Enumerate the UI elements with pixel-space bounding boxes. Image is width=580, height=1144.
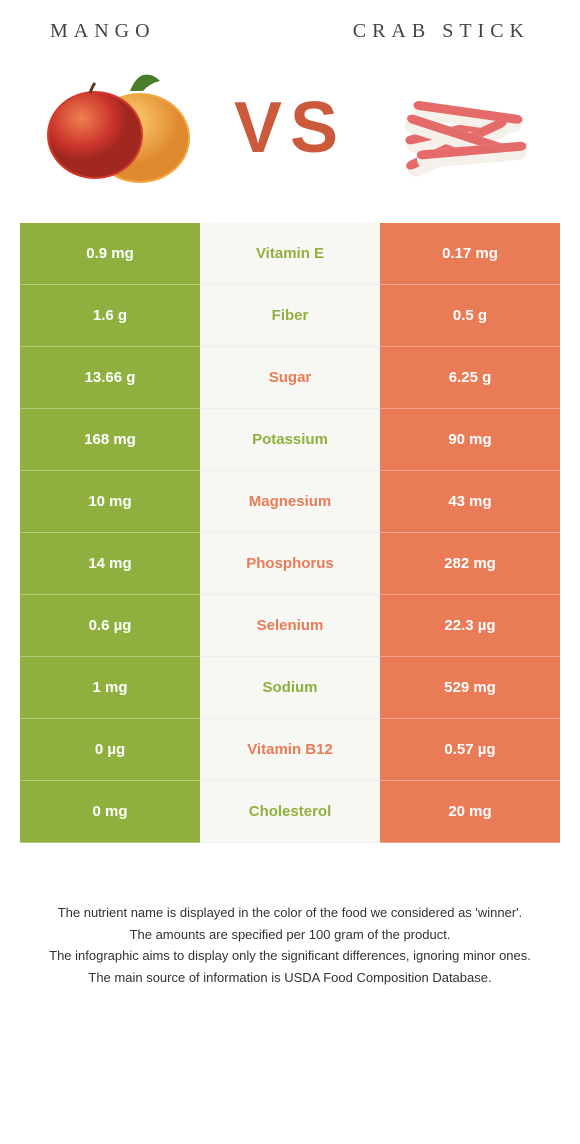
crab-stick-image: [370, 63, 550, 193]
table-row: 0.6 µgSelenium22.3 µg: [20, 595, 560, 657]
table-row: 1.6 gFiber0.5 g: [20, 285, 560, 347]
left-value: 0.6 µg: [20, 595, 200, 657]
left-value: 0 µg: [20, 719, 200, 781]
right-value: 0.17 mg: [380, 223, 560, 285]
left-value: 1.6 g: [20, 285, 200, 347]
left-value: 13.66 g: [20, 347, 200, 409]
table-row: 0 mgCholesterol20 mg: [20, 781, 560, 843]
table-row: 0.9 mgVitamin E0.17 mg: [20, 223, 560, 285]
footer-line: The amounts are specified per 100 gram o…: [40, 925, 540, 945]
table-row: 168 mgPotassium90 mg: [20, 409, 560, 471]
right-value: 529 mg: [380, 657, 560, 719]
footer-line: The main source of information is USDA F…: [40, 968, 540, 988]
nutrient-label: Potassium: [200, 409, 380, 471]
table-row: 13.66 gSugar6.25 g: [20, 347, 560, 409]
right-value: 20 mg: [380, 781, 560, 843]
left-value: 168 mg: [20, 409, 200, 471]
right-value: 0.57 µg: [380, 719, 560, 781]
table-row: 10 mgMagnesium43 mg: [20, 471, 560, 533]
table-row: 0 µgVitamin B120.57 µg: [20, 719, 560, 781]
footer-line: The nutrient name is displayed in the co…: [40, 903, 540, 923]
table-row: 1 mgSodium529 mg: [20, 657, 560, 719]
title-left: Mango: [50, 20, 156, 43]
title-right: Crab stick: [353, 20, 530, 43]
left-value: 10 mg: [20, 471, 200, 533]
left-value: 0 mg: [20, 781, 200, 843]
header: Mango Crab stick: [20, 20, 560, 63]
nutrient-label: Sugar: [200, 347, 380, 409]
footer-notes: The nutrient name is displayed in the co…: [20, 903, 560, 987]
vs-label: VS: [234, 87, 346, 169]
nutrient-label: Phosphorus: [200, 533, 380, 595]
nutrient-label: Selenium: [200, 595, 380, 657]
footer-line: The infographic aims to display only the…: [40, 946, 540, 966]
mango-image: [30, 63, 210, 193]
left-value: 0.9 mg: [20, 223, 200, 285]
right-value: 6.25 g: [380, 347, 560, 409]
image-row: VS: [20, 63, 560, 223]
right-value: 282 mg: [380, 533, 560, 595]
table-row: 14 mgPhosphorus282 mg: [20, 533, 560, 595]
nutrient-label: Sodium: [200, 657, 380, 719]
left-value: 14 mg: [20, 533, 200, 595]
right-value: 90 mg: [380, 409, 560, 471]
right-value: 0.5 g: [380, 285, 560, 347]
nutrient-label: Fiber: [200, 285, 380, 347]
nutrient-label: Cholesterol: [200, 781, 380, 843]
right-value: 43 mg: [380, 471, 560, 533]
left-value: 1 mg: [20, 657, 200, 719]
nutrient-label: Vitamin B12: [200, 719, 380, 781]
right-value: 22.3 µg: [380, 595, 560, 657]
nutrient-label: Vitamin E: [200, 223, 380, 285]
comparison-table: 0.9 mgVitamin E0.17 mg1.6 gFiber0.5 g13.…: [20, 223, 560, 843]
nutrient-label: Magnesium: [200, 471, 380, 533]
